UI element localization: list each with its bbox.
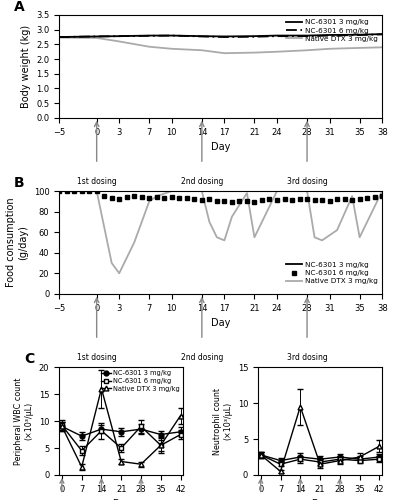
Text: 2nd dosing: 2nd dosing [181,354,223,362]
Text: 3rd dosing: 3rd dosing [287,354,327,362]
Text: A: A [14,0,24,14]
Text: 3rd dosing: 3rd dosing [287,178,327,186]
Y-axis label: Neutrophil count
(×10³/μL): Neutrophil count (×10³/μL) [213,388,232,454]
Y-axis label: Body weight (kg): Body weight (kg) [20,25,31,108]
X-axis label: Day: Day [211,318,230,328]
X-axis label: Day: Day [211,142,230,152]
Legend: NC-6301 3 mg/kg, NC-6301 6 mg/kg, Native DTX 3 mg/kg: NC-6301 3 mg/kg, NC-6301 6 mg/kg, Native… [283,16,381,44]
Text: 1st dosing: 1st dosing [77,178,117,186]
Y-axis label: Peripheral WBC count
(×10³/μL): Peripheral WBC count (×10³/μL) [14,378,33,464]
Y-axis label: Food consumption
(g/day): Food consumption (g/day) [6,198,28,287]
Text: B: B [14,176,24,190]
Legend: NC-6301 3 mg/kg, NC-6301 6 mg/kg, Native DTX 3 mg/kg: NC-6301 3 mg/kg, NC-6301 6 mg/kg, Native… [283,259,381,288]
Text: C: C [24,352,35,366]
Text: 2nd dosing: 2nd dosing [181,178,223,186]
Text: 1st dosing: 1st dosing [77,354,117,362]
Legend: NC-6301 3 mg/kg, NC-6301 6 mg/kg, Native DTX 3 mg/kg: NC-6301 3 mg/kg, NC-6301 6 mg/kg, Native… [98,368,183,394]
